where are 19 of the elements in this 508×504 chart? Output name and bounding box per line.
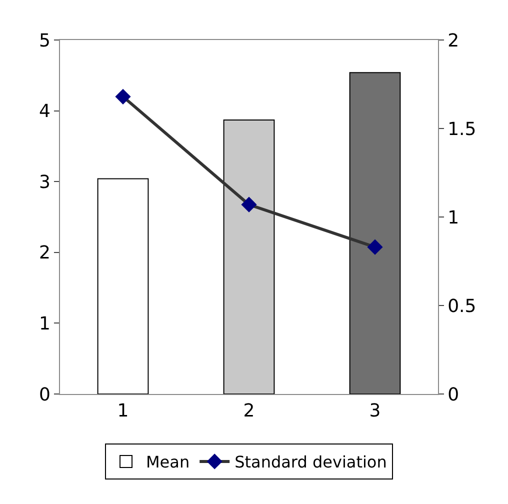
bar (97, 178, 149, 394)
y2-tick-label: 0 (448, 384, 460, 406)
y2-tick-label: 2 (448, 30, 460, 52)
y2-tick-label: 1 (448, 207, 460, 228)
y2-tick-label: 0.5 (448, 296, 476, 317)
y-tick-label: 2 (38, 242, 50, 264)
y-tick-label: 0 (38, 384, 50, 406)
y2-tick-label: 1.5 (448, 118, 476, 140)
x-tick-label: 3 (369, 400, 381, 422)
legend-label: Standard deviation (234, 452, 387, 472)
y-tick-label: 4 (38, 101, 50, 122)
bar (223, 120, 275, 394)
x-tick-label: 1 (117, 400, 129, 422)
x-tick-label: 2 (243, 400, 255, 422)
bar (349, 72, 401, 394)
y-tick-label: 5 (38, 30, 50, 52)
y-tick-label: 3 (38, 172, 50, 193)
y-tick-label: 1 (38, 314, 50, 334)
legend-label: Mean (146, 452, 190, 472)
